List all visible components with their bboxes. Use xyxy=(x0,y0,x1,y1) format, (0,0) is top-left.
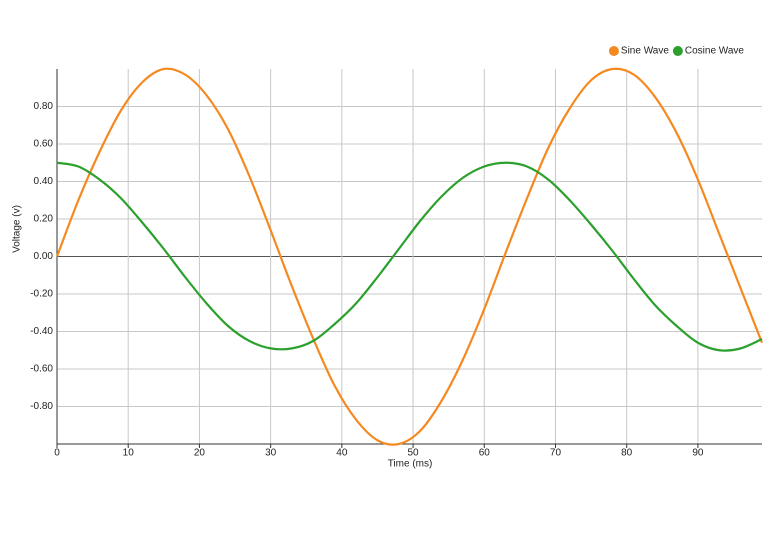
y-tick-label: -0.20 xyxy=(30,289,53,300)
y-tick-label: 0.20 xyxy=(34,214,54,225)
x-tick-label: 30 xyxy=(265,448,277,459)
y-tick-label: -0.60 xyxy=(30,364,53,375)
y-tick-label: 0.60 xyxy=(34,139,54,150)
x-tick-label: 20 xyxy=(194,448,206,459)
y-tick-label: -0.80 xyxy=(30,401,53,412)
y-tick-label: 0.80 xyxy=(34,101,54,112)
legend-label: Cosine Wave xyxy=(685,46,745,57)
x-tick-label: 60 xyxy=(479,448,491,459)
legend-label: Sine Wave xyxy=(621,46,669,57)
series-line xyxy=(55,67,764,446)
legend-marker xyxy=(608,46,619,56)
y-tick-label: 0.00 xyxy=(34,251,54,262)
x-tick-label: 40 xyxy=(336,448,348,459)
x-tick-label: 70 xyxy=(550,448,562,459)
y-tick-label: 0.40 xyxy=(34,176,54,187)
x-tick-label: 80 xyxy=(621,448,633,459)
x-axis-title: Time (ms) xyxy=(388,459,433,470)
x-tick-label: 50 xyxy=(407,448,419,459)
y-axis-title: Voltage (v) xyxy=(12,205,23,253)
legend-marker xyxy=(672,46,683,56)
x-tick-label: 10 xyxy=(123,448,135,459)
x-tick-label: 90 xyxy=(692,448,704,459)
series-line xyxy=(56,161,763,352)
x-tick-label: 0 xyxy=(54,448,60,459)
y-tick-label: -0.40 xyxy=(30,326,53,337)
